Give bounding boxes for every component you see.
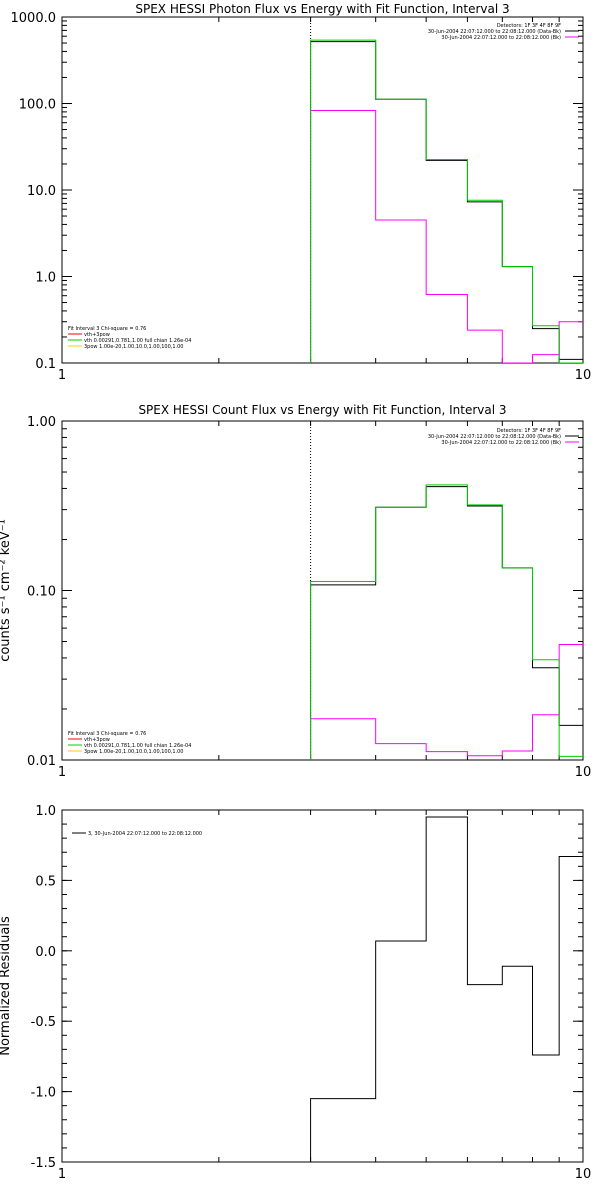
- legend-left-item-text: vth 0.00291,0.781,1.00 full chian 1.26e-…: [84, 338, 191, 344]
- legend-right-item-text: 30-Jun-2004 22:07:12.000 to 22:08:12.000…: [441, 440, 561, 446]
- data-series-2-line: [310, 644, 583, 760]
- y-tick-label: 1.00: [27, 415, 56, 430]
- y-axis-label: counts s⁻¹ cm⁻² keV⁻¹: [0, 519, 13, 662]
- legend-right-item-text: 30-Jun-2004 22:07:12.000 to 22:08:12.000…: [428, 29, 561, 35]
- data-series-1-line: [310, 41, 583, 363]
- x-tick-label: 1: [58, 368, 66, 383]
- series-group: [310, 39, 583, 363]
- legend-right-item-text: 30-Jun-2004 22:07:12.000 to 22:08:12.000…: [428, 434, 561, 440]
- legend-left-item-text: vth+3pow: [84, 737, 110, 743]
- legend-left-item-text: Fit Interval 3 Chi-square = 0.76: [68, 326, 146, 332]
- series-group: [310, 484, 583, 760]
- legend-right-item-text: Detectors: 1F 3F 4F 8F 9F: [497, 428, 561, 434]
- x-tick-label: 10: [575, 368, 592, 383]
- data-series-1-line: [310, 816, 583, 1162]
- x-tick-label: 1: [58, 1167, 66, 1182]
- y-tick-label: 10.0: [27, 184, 56, 199]
- legend-top-item-text: 3, 30-Jun-2004 22:07:12.000 to 22:08:12.…: [88, 831, 202, 837]
- y-tick-label: 0.1: [35, 357, 56, 372]
- plot-panel-3: Normalized Residuals 1 10 -1.5 -1.0 -0.5 0.0 0.…: [0, 804, 591, 1182]
- y-tick-label: -0.5: [31, 1015, 56, 1030]
- y-tick-label: 1.0: [35, 271, 56, 286]
- plot-frame: [61, 809, 584, 1163]
- x-tick-label: 10: [575, 1167, 592, 1182]
- data-series-3-line: [310, 39, 583, 363]
- plot-panel-2: SPEX HESSI Count Flux vs Energy with Fit…: [0, 403, 591, 780]
- legend-left-item-text: vth 0.00291,0.781,1.00 full chian 1.26e-…: [84, 743, 191, 749]
- data-series-3-line: [310, 484, 583, 760]
- plot-frame: [61, 16, 584, 364]
- legend-left-item-text: Fit Interval 3 Chi-square = 0.76: [68, 731, 146, 737]
- y-axis-label: Normalized Residuals: [0, 916, 13, 1056]
- legend-left-item-text: 3pow 1.00e-20,1.00,10.0,1.00,100,1.00: [84, 344, 184, 350]
- legend-left-item-text: vth+3pow: [84, 332, 110, 338]
- y-tick-label: 0.5: [35, 874, 56, 889]
- plot-title: SPEX HESSI Count Flux vs Energy with Fit…: [138, 403, 506, 417]
- x-tick-label: 1: [58, 765, 66, 780]
- y-tick-label: 0.01: [27, 754, 56, 769]
- data-series-2-line: [310, 110, 583, 363]
- plot-panel-1: SPEX HESSI Photon Flux vs Energy with Fi…: [11, 2, 592, 383]
- y-tick-label: 1.0: [35, 804, 56, 819]
- y-tick-label: -1.0: [31, 1086, 56, 1101]
- x-tick-label: 10: [575, 765, 592, 780]
- y-tick-label: 0.0: [35, 945, 56, 960]
- legend-right-item-text: 30-Jun-2004 22:07:12.000 to 22:08:12.000…: [441, 35, 561, 41]
- plot-frame: [61, 420, 584, 761]
- plot-title: SPEX HESSI Photon Flux vs Energy with Fi…: [135, 2, 509, 16]
- y-tick-label: 100.0: [19, 98, 56, 113]
- y-tick-label: 0.10: [27, 585, 56, 600]
- y-tick-label: -1.5: [31, 1156, 56, 1171]
- series-group: [310, 816, 583, 1162]
- y-tick-label: 1000.0: [11, 11, 57, 26]
- legend-right-item-text: Detectors: 1F 3F 4F 8F 9F: [497, 23, 561, 29]
- legend-left-item-text: 3pow 1.00e-20,1.00,10.0,1.00,100,1.00: [84, 749, 184, 755]
